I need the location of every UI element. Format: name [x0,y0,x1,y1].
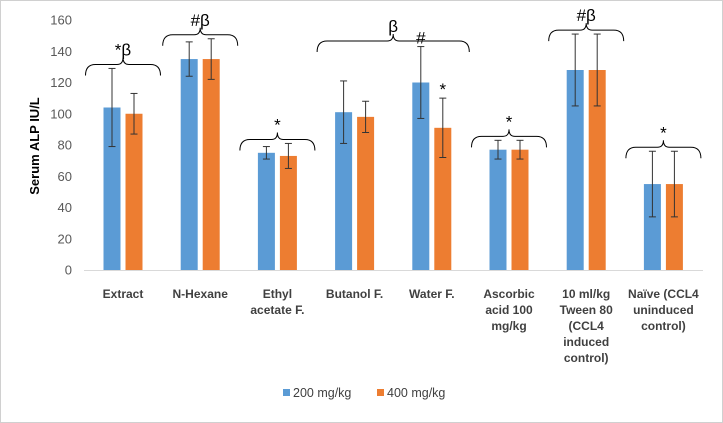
y-axis-label: Serum ALP IU/L [27,97,42,195]
significance-marker: #β [191,11,210,30]
bar-200-4 [412,82,430,270]
bar-400-4 [434,127,452,270]
category-label: N-Hexane [173,287,229,301]
y-tick-label: 0 [65,263,72,278]
bar-400-1 [202,59,220,270]
significance-bracket [162,27,239,46]
bar-400-3 [357,116,375,270]
bar-400-6 [588,70,606,270]
significance-bracket [548,23,625,42]
bar-200-3 [335,112,353,270]
significance-marker: * [439,80,446,99]
category-label: control) [564,351,609,365]
significance-marker: * [274,115,281,134]
significance-marker: * [660,123,667,142]
y-tick-label: 80 [58,138,72,153]
significance-bracket [85,57,161,76]
y-tick-label: 40 [58,200,72,215]
significance-marker: * [506,112,513,131]
significance-marker: # [416,29,426,48]
bar-400-7 [665,184,683,270]
category-label: acetate F. [250,303,304,317]
category-label: uninduced [633,303,694,317]
y-tick-label: 120 [50,75,72,90]
significance-marker: *β [115,40,132,59]
bar-400-5 [511,149,529,270]
y-tick-label: 160 [50,13,72,28]
category-label: Naïve (CCL4 [628,287,699,301]
y-tick-label: 140 [50,44,72,59]
category-label: control) [641,319,686,333]
significance-bracket [625,140,702,159]
bar-200-1 [180,59,198,270]
bar-200-2 [257,152,275,270]
category-label: Water F. [409,287,455,301]
significance-bracket [239,132,316,151]
y-tick-label: 60 [58,169,72,184]
legend-swatch [377,389,384,396]
category-label: induced [563,335,609,349]
category-label: Butanol F. [326,287,383,301]
legend-label: 400 mg/kg [387,386,445,400]
category-label: (CCL4 [569,319,605,333]
category-label: Tween 80 [560,303,613,317]
category-label: acid 100 [485,303,533,317]
y-tick-label: 20 [58,231,72,246]
significance-bracket [471,129,547,148]
legend-label: 200 mg/kg [293,386,351,400]
legend-swatch [283,389,290,396]
bar-200-5 [489,149,507,270]
category-label: 10 ml/kg [562,287,610,301]
bar-400-0 [125,113,143,270]
significance-marker: β [388,17,398,36]
category-label: Extract [103,287,144,301]
bar-200-6 [566,70,584,270]
category-label: Ascorbic [483,287,535,301]
y-tick-label: 100 [50,106,72,121]
bar-400-2 [279,155,297,270]
significance-bracket [316,33,470,53]
significance-marker: #β [577,6,596,25]
bar-200-7 [643,184,661,270]
bar-200-0 [103,107,121,270]
category-label: mg/kg [491,319,526,333]
category-label: Ethyl [263,287,292,301]
